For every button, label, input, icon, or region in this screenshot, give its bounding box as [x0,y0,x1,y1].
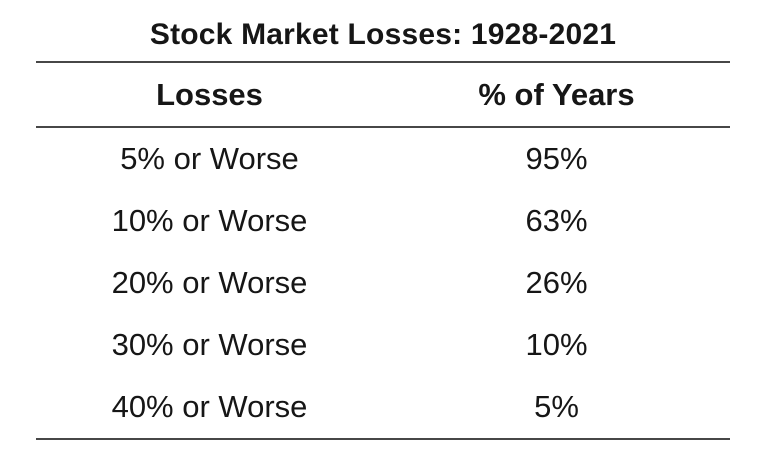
figure-title: Stock Market Losses: 1928-2021 [149,18,617,51]
column-header-pct-of-years: % of Years [478,77,635,112]
pct-years-cell: 63% [525,203,588,238]
pct-years-cell: 26% [525,265,588,300]
table-row: 40% or Worse 5% [36,376,730,438]
divider-header [36,126,730,128]
losses-table: Losses % of Years 5% or Worse 95% 10% or… [36,61,730,440]
divider-top [36,61,730,63]
pct-years-cell: 10% [525,327,588,362]
pct-years-cell: 5% [534,389,579,424]
loss-cell: 40% or Worse [111,389,308,424]
loss-cell: 20% or Worse [111,265,308,300]
table-row: 20% or Worse 26% [36,252,730,314]
loss-cell: 10% or Worse [111,203,308,238]
divider-bottom [36,438,730,440]
table-row: 30% or Worse 10% [36,314,730,376]
table-row: 5% or Worse 95% [36,128,730,190]
pct-years-cell: 95% [525,141,588,176]
table-row: 10% or Worse 63% [36,190,730,252]
table-header-row: Losses % of Years [36,63,730,126]
loss-cell: 5% or Worse [120,141,299,176]
loss-cell: 30% or Worse [111,327,308,362]
column-header-losses: Losses [156,77,263,112]
